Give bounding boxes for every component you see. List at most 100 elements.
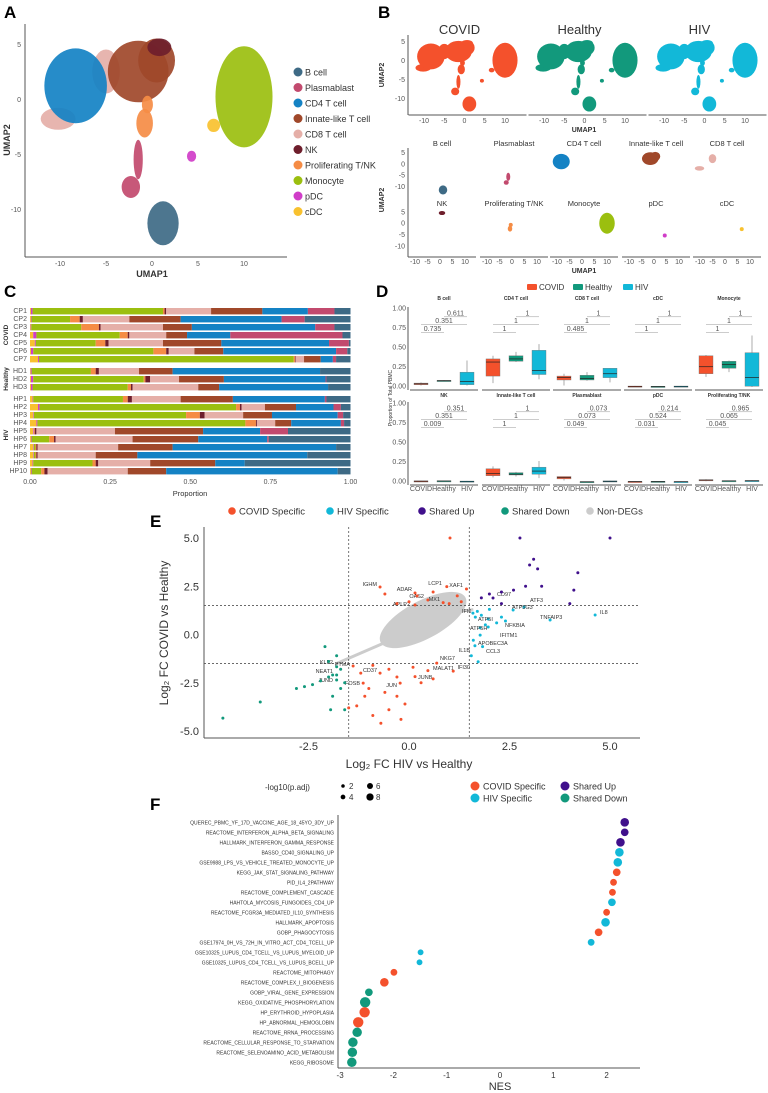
p-value-label: 0.073 xyxy=(578,413,596,420)
x-tick-label: COVID xyxy=(482,486,504,493)
facet-title: B cell xyxy=(437,296,451,302)
umap-cluster-covid xyxy=(479,78,484,83)
bar-segment-nk xyxy=(44,468,48,475)
bar-segment-plasmablast xyxy=(260,428,289,435)
gene-label: MX1 xyxy=(429,597,440,603)
bar-segment-cd8-t-cell xyxy=(150,376,180,383)
bar-segment-cd8-t-cell xyxy=(204,412,244,419)
bar-segment-pdc xyxy=(36,420,38,427)
y-tick-label: 0.50 xyxy=(392,440,406,447)
gene-point xyxy=(431,590,435,594)
pathway-point xyxy=(359,997,371,1008)
pathway-label: GSE9988_LPS_VS_VEHICLE_TREATED_MONOCYTE_… xyxy=(199,860,334,866)
sample-label: CP2 xyxy=(13,316,27,323)
gene-label: CD97 xyxy=(497,592,511,598)
gene-label: ATP5G3 xyxy=(512,605,533,611)
pathway-label: HALLMARK_APOPTOSIS xyxy=(275,920,334,926)
gene-point xyxy=(471,611,475,615)
p-value-label: 1 xyxy=(514,413,518,420)
gene-label: NFKBIA xyxy=(505,623,525,629)
box-hiv xyxy=(459,371,475,385)
bar-segment-cd8-t-cell xyxy=(295,356,305,363)
panel-label: D xyxy=(376,282,388,301)
gene-point xyxy=(431,677,435,681)
umap-cluster-healthy xyxy=(582,96,597,112)
box-hiv xyxy=(744,352,760,387)
gene-label: JUND xyxy=(318,678,333,684)
sample-label: CP4 xyxy=(13,332,27,339)
gene-point xyxy=(367,687,371,691)
gene-point xyxy=(486,617,490,621)
bar-segment-cdc xyxy=(30,444,34,451)
gene-point xyxy=(459,600,463,604)
facet-title: Innate-like T cell xyxy=(629,139,684,148)
bar-segment-b-cell xyxy=(244,460,351,467)
p-value-label: 0.965 xyxy=(732,405,750,412)
x-tick-label: -3 xyxy=(337,1071,345,1080)
bar-segment-cd8-t-cell xyxy=(132,384,199,391)
p-value-label: 1 xyxy=(503,326,507,333)
facet-title: pDC xyxy=(648,199,664,208)
gene-label: XAF1 xyxy=(449,583,463,589)
y-tick-label: -5 xyxy=(399,173,405,180)
legend-swatch xyxy=(418,507,426,515)
umap-cluster-hiv xyxy=(657,43,685,70)
x-tick-label: Healthy xyxy=(432,486,456,493)
gene-point xyxy=(540,584,544,588)
bar-segment-proliferating-t-nk xyxy=(90,368,96,375)
gene-point xyxy=(481,645,485,649)
x-tick-label: HIV xyxy=(604,486,616,493)
legend-swatch xyxy=(293,114,303,123)
bar-segment-proliferating-t-nk xyxy=(153,348,167,355)
facet-title: cDC xyxy=(653,296,663,302)
umap-cluster-covid xyxy=(492,42,518,78)
pathway-point xyxy=(620,818,630,827)
p-value-label: 1 xyxy=(585,318,589,325)
bar-segment-b-cell xyxy=(334,324,351,331)
bar-segment-proliferating-t-nk xyxy=(49,436,55,443)
bar-segment-plasmablast xyxy=(267,436,269,443)
bar-segment-proliferating-t-nk xyxy=(122,396,128,403)
bar-segment-innate-like-t-cell xyxy=(150,460,216,467)
x-tick-label: 0 xyxy=(510,259,514,266)
x-axis-label: UMAP1 xyxy=(572,268,597,275)
bar-segment-plasmablast xyxy=(307,308,335,315)
x-tick-label: HIV xyxy=(533,486,545,493)
pathway-point xyxy=(352,1027,362,1038)
x-tick-label: 0.25 xyxy=(103,479,117,486)
bar-segment-cdc xyxy=(30,340,35,347)
x-tick-label: 5 xyxy=(593,259,597,266)
bar-segment-cd8-t-cell xyxy=(168,348,195,355)
bar-segment-cdc xyxy=(30,368,31,375)
umap-cluster-proliferating-t-nk xyxy=(141,95,153,114)
umap-facet-cluster xyxy=(708,154,717,164)
bar-segment-pdc xyxy=(30,308,33,315)
pathway-label: REACTOME_RRNA_PROCESSING xyxy=(253,1030,334,1036)
sample-label: CP7 xyxy=(13,356,27,363)
panel-label: B xyxy=(378,3,390,22)
sample-label: HP9 xyxy=(13,460,27,467)
panel-label: F xyxy=(150,795,160,814)
bar-segment-cd4-t-cell xyxy=(137,452,308,459)
umap-facet-cluster xyxy=(506,172,511,181)
x-tick-label: -2.5 xyxy=(299,741,318,753)
x-tick-label: 5 xyxy=(736,259,740,266)
bar-segment-nk xyxy=(239,404,242,411)
legend-swatch xyxy=(470,781,480,791)
x-tick-label: -5 xyxy=(441,118,447,125)
bar-segment-nk xyxy=(34,428,37,435)
p-value-label: 1 xyxy=(526,405,530,412)
bar-segment-pdc xyxy=(30,348,34,355)
umap-facet-cluster xyxy=(438,211,446,216)
bar-segment-pdc xyxy=(30,324,32,331)
x-tick-label: -10 xyxy=(552,259,562,266)
bar-segment-cdc xyxy=(30,452,34,459)
bar-segment-pdc xyxy=(38,404,40,411)
x-axis-label: NES xyxy=(489,1081,512,1093)
pathway-point xyxy=(347,1047,358,1058)
pathway-point xyxy=(610,878,617,886)
umap-cluster-hiv xyxy=(697,64,705,75)
umap-cluster-covid xyxy=(457,64,465,75)
gene-label: IGHM xyxy=(363,582,378,588)
bar-segment-innate-like-t-cell xyxy=(194,348,224,355)
